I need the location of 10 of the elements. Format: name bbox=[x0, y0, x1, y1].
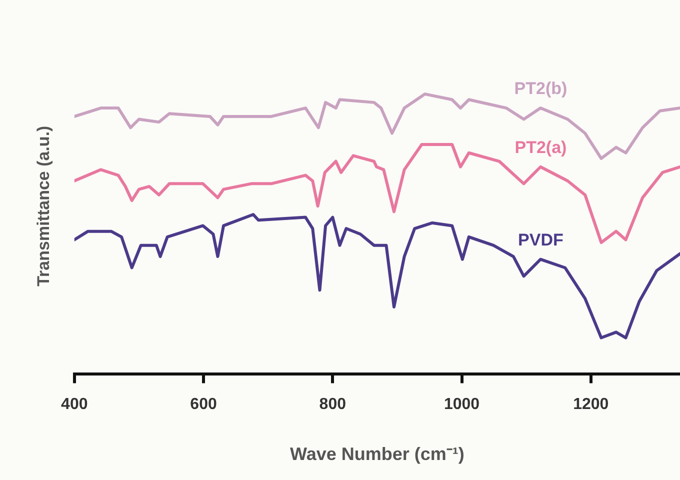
x-tick-label: 1200 bbox=[573, 396, 609, 414]
y-axis-title: Transmittance (a.u.) bbox=[34, 126, 53, 286]
x-tick-label: 400 bbox=[61, 396, 88, 414]
x-tick-label: 1000 bbox=[444, 396, 480, 414]
x-tick-label: 600 bbox=[190, 396, 217, 414]
x-tick-label: 800 bbox=[319, 396, 346, 414]
x-axis-title: Wave Number (cm⁻¹) bbox=[290, 444, 464, 464]
series-label: PT2(b) bbox=[514, 79, 568, 98]
series-label: PVDF bbox=[518, 230, 564, 250]
series-label: PT2(a) bbox=[514, 138, 567, 158]
